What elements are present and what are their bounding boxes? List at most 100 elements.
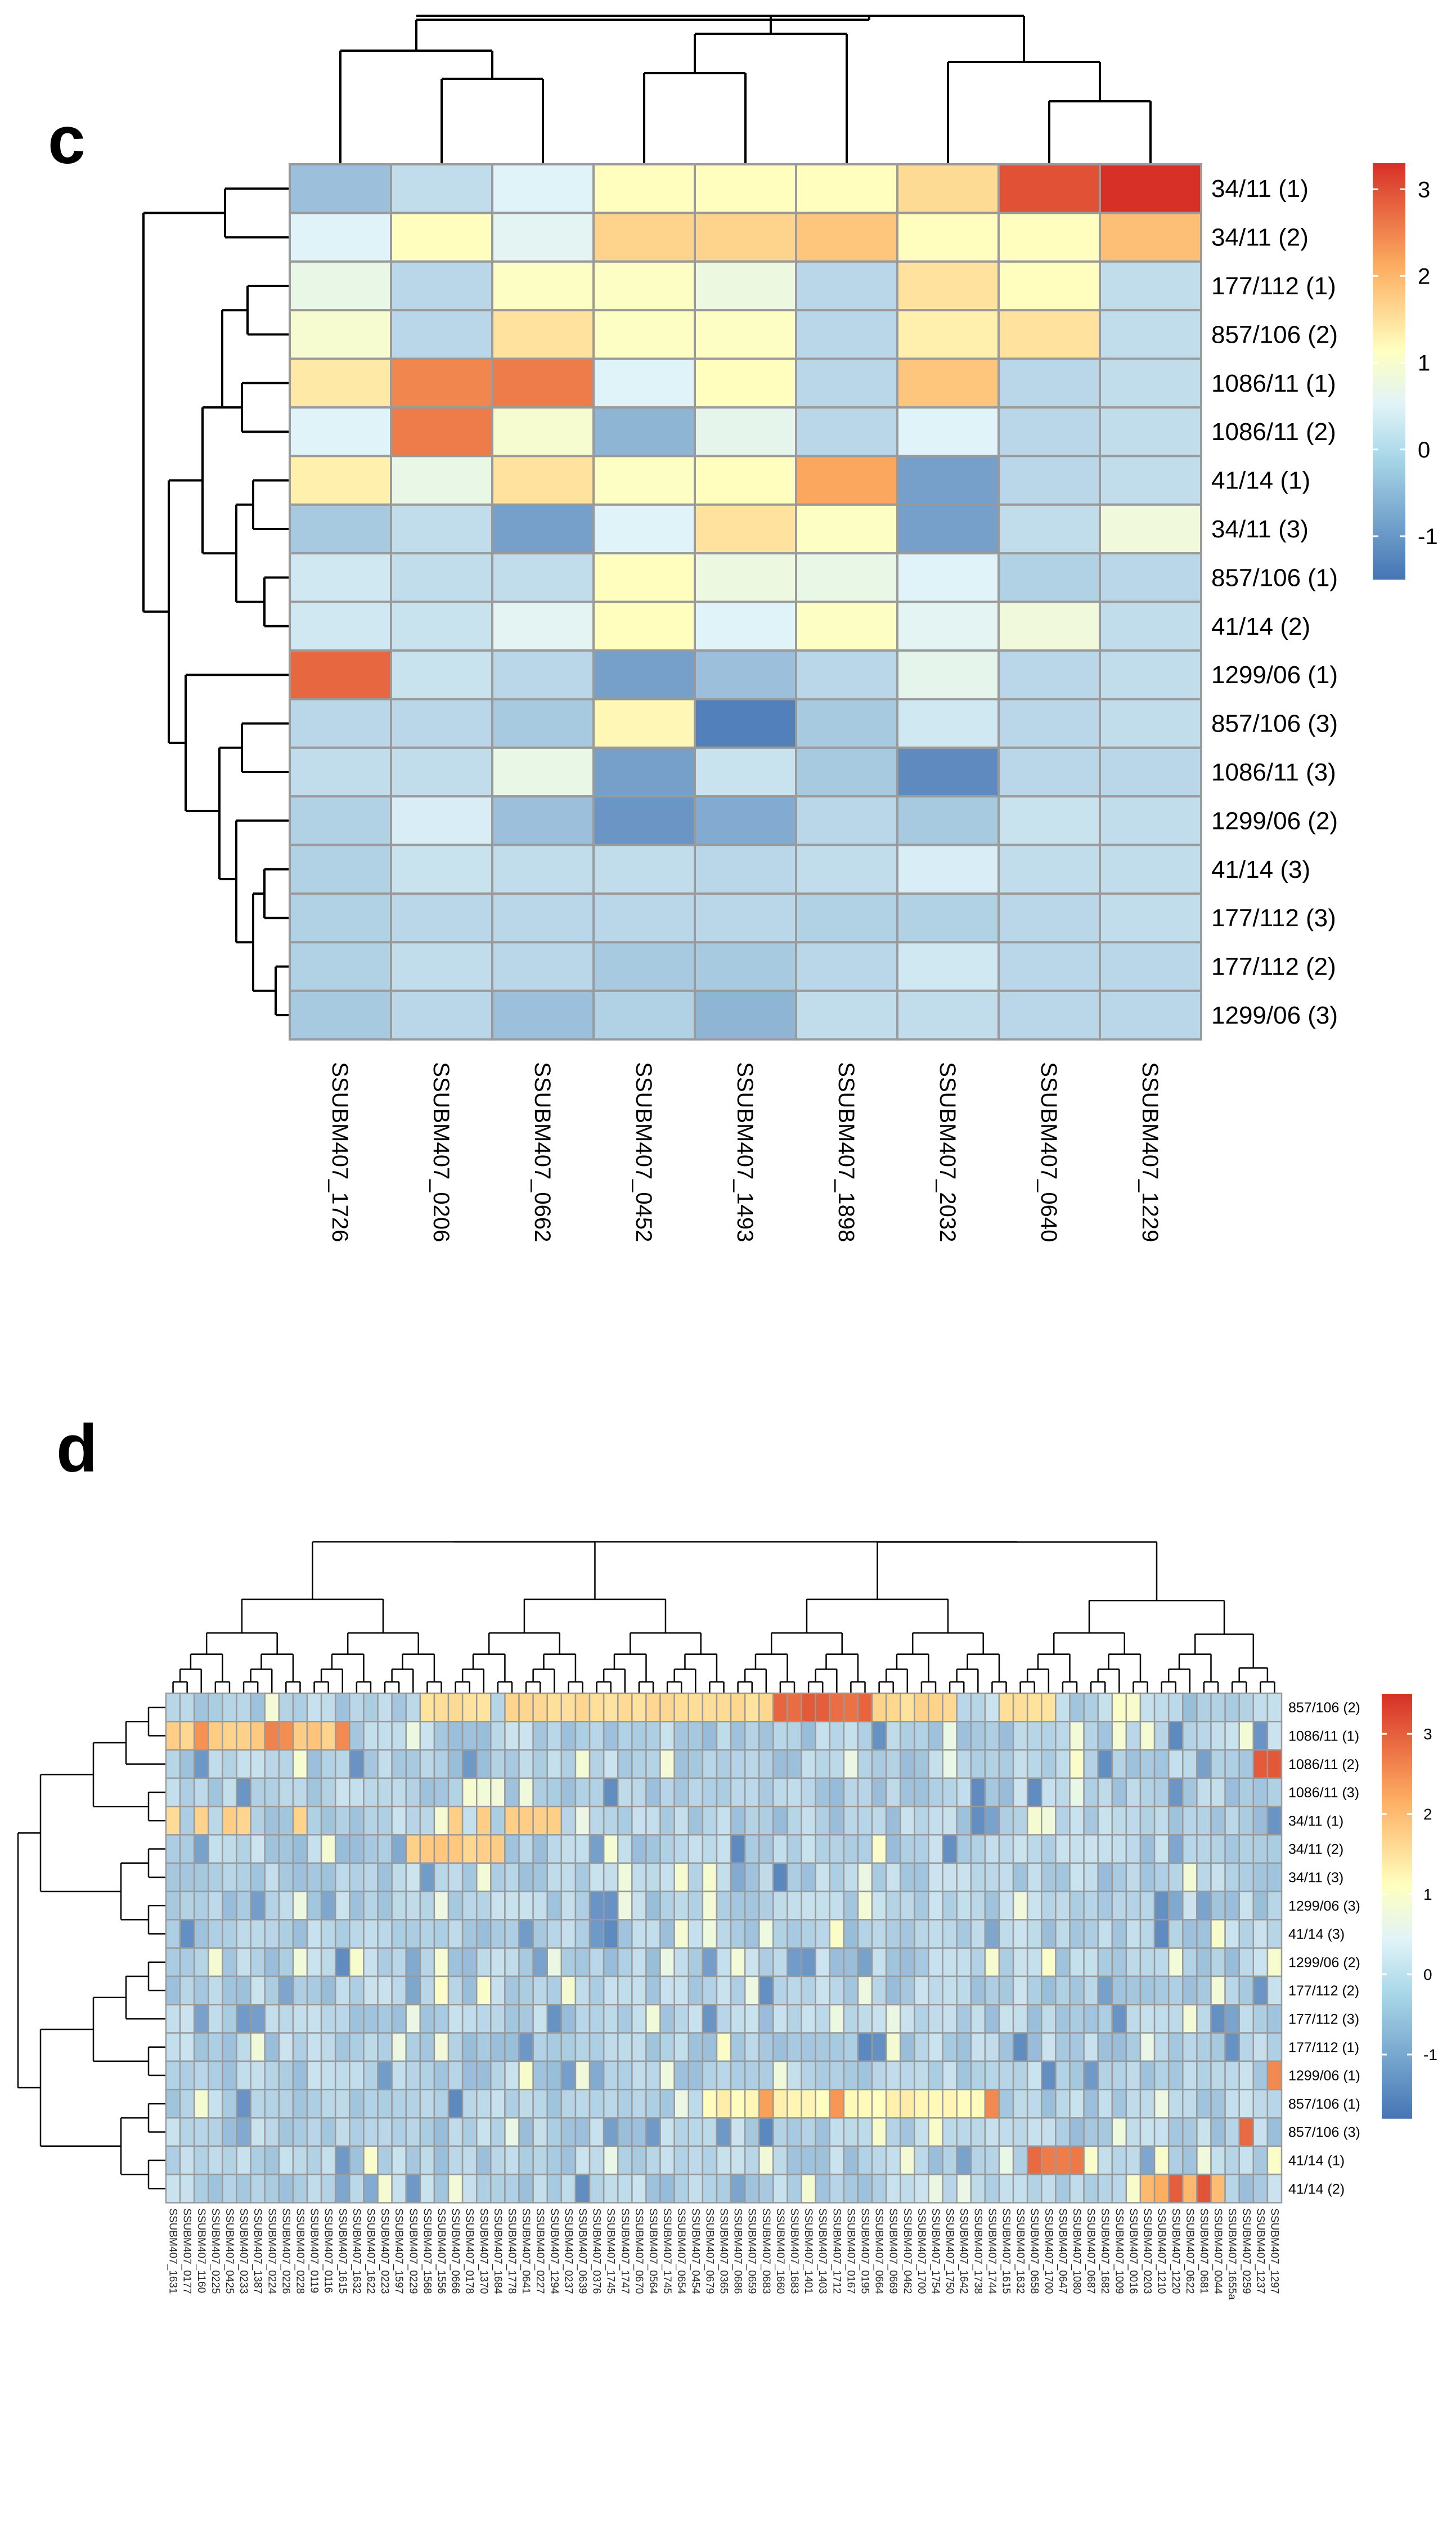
heatmap-cell (1196, 1721, 1212, 1751)
heatmap-cell (970, 2004, 986, 2034)
heatmap-cell (250, 1834, 266, 1864)
heatmap-cell (588, 1692, 605, 1722)
heatmap-cell (1099, 503, 1202, 555)
heatmap-cell (970, 2032, 986, 2062)
row-label: 1299/06 (2) (1211, 807, 1338, 835)
column-label: SSUBM407_1568 (421, 2208, 433, 2294)
heatmap-cell (716, 1749, 732, 1779)
heatmap-cell (306, 1692, 322, 1722)
heatmap-cell (1139, 1919, 1156, 1949)
heatmap-cell (716, 1721, 732, 1751)
heatmap-cell (1167, 2032, 1184, 2062)
heatmap-cell (334, 2173, 350, 2204)
heatmap-cell (1196, 2088, 1212, 2119)
heatmap-cell (349, 1890, 365, 1921)
heatmap-cell (885, 2117, 901, 2147)
heatmap-cell (956, 1692, 972, 1722)
heatmap-cell (588, 1862, 605, 1892)
heatmap-cell (843, 1947, 859, 1977)
heatmap-cell (405, 1862, 421, 1892)
heatmap-cell (391, 2004, 407, 2034)
heatmap-cell (694, 455, 797, 506)
heatmap-cell (998, 1919, 1014, 1949)
heatmap-cell (405, 2004, 421, 2034)
heatmap-cell (758, 1834, 774, 1864)
heatmap-cell (1252, 1862, 1269, 1892)
heatmap-cell (659, 1777, 675, 1807)
heatmap-cell (334, 2117, 350, 2147)
heatmap-cell (645, 1749, 661, 1779)
heatmap-cell (617, 1947, 633, 1977)
heatmap-cell (928, 1749, 943, 1779)
heatmap-cell (970, 1919, 986, 1949)
heatmap-cell (787, 2032, 802, 2062)
heatmap-cell (1153, 2117, 1170, 2147)
heatmap-cell (574, 2117, 591, 2147)
heatmap-cell (1111, 1975, 1127, 2006)
heatmap-cell (914, 2173, 929, 2204)
heatmap-cell (574, 1947, 591, 1977)
heatmap-cell (1238, 2173, 1255, 2204)
heatmap-cell (1097, 1862, 1113, 1892)
heatmap-cell (997, 989, 1101, 1041)
heatmap-cell (208, 1777, 223, 1807)
heatmap-cell (857, 2145, 873, 2175)
heatmap-cell (475, 1692, 492, 1722)
heatmap-cell (787, 1721, 802, 1751)
heatmap-cell (391, 1692, 407, 1722)
heatmap-cell (1196, 2060, 1212, 2091)
heatmap-cell (592, 989, 696, 1041)
heatmap-cell (631, 1919, 647, 1949)
heatmap-cell (461, 2088, 478, 2119)
column-label: SSUBM407_0224 (266, 2208, 277, 2294)
heatmap-cell (772, 1919, 788, 1949)
heatmap-cell (490, 2173, 506, 2204)
heatmap-cell (264, 2173, 280, 2204)
heatmap-cell (694, 163, 797, 214)
heatmap-cell (391, 1749, 407, 1779)
heatmap-cell (592, 795, 696, 846)
row-label: 41/14 (2) (1288, 2181, 1345, 2197)
column-label: SSUBM407_0564 (647, 2208, 659, 2294)
heatmap-cell (1055, 2060, 1071, 2091)
panel-d-column-labels: SSUBM407_1631 SSUBM407_0177 SSUBM407_1160 S… (167, 2208, 1280, 2300)
heatmap-cell (1026, 1834, 1042, 1864)
heatmap-cell (1125, 1805, 1142, 1836)
heatmap-cell (603, 2032, 619, 2062)
heatmap-cell (687, 1777, 704, 1807)
heatmap-cell (532, 2060, 548, 2091)
heatmap-cell (433, 2088, 450, 2119)
heatmap-cell (815, 2173, 831, 2204)
heatmap-cell (588, 2032, 605, 2062)
heatmap-cell (1266, 2117, 1283, 2147)
heatmap-cell (588, 1919, 605, 1949)
column-label: SSUBM407_1754 (929, 2208, 941, 2294)
heatmap-cell (702, 1947, 718, 1977)
heatmap-cell (687, 2088, 704, 2119)
heatmap-cell (419, 2145, 435, 2175)
heatmap-cell (1125, 2145, 1142, 2175)
heatmap-cell (730, 1692, 746, 1722)
heatmap-cell (942, 2088, 958, 2119)
heatmap-cell (490, 1834, 506, 1864)
heatmap-cell (997, 552, 1101, 603)
heatmap-cell (278, 1834, 294, 1864)
heatmap-cell (1196, 1805, 1212, 1836)
heatmap-cell (896, 600, 1000, 652)
heatmap-cell (997, 455, 1101, 506)
heatmap-cell (795, 746, 898, 798)
heatmap-cell (334, 1721, 350, 1751)
legend-tick-label: 0 (1423, 1966, 1432, 1984)
heatmap-cell (1069, 2060, 1085, 2091)
heatmap-cell (942, 1834, 958, 1864)
heatmap-cell (546, 2032, 563, 2062)
heatmap-cell (857, 1692, 873, 1722)
heatmap-cell (1012, 2173, 1028, 2204)
heatmap-cell (1266, 1777, 1283, 1807)
heatmap-cell (998, 1947, 1014, 1977)
heatmap-cell (1055, 1862, 1071, 1892)
heatmap-cell (787, 2117, 802, 2147)
heatmap-cell (871, 2004, 887, 2034)
column-label: SSUBM407_1778 (506, 2208, 518, 2294)
